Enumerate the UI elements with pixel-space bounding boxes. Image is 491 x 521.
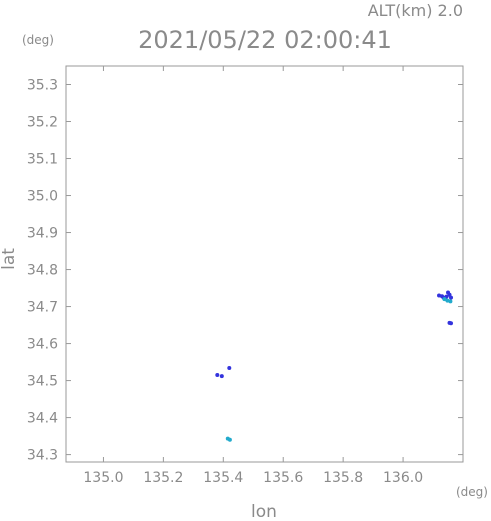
data-point	[437, 293, 442, 298]
x-tick-label: 136.0	[383, 470, 423, 486]
y-tick-label: 34.3	[27, 448, 58, 464]
data-point	[227, 437, 232, 442]
data-point	[219, 374, 224, 379]
x-tick-label: 135.6	[263, 470, 303, 486]
x-tick-label: 135.8	[323, 470, 363, 486]
x-tick-label: 135.0	[83, 470, 123, 486]
y-tick-label: 35.1	[27, 152, 58, 168]
chart-subtitle: ALT(km) 2.0	[368, 1, 463, 20]
y-tick-label: 34.5	[27, 374, 58, 390]
data-point	[227, 365, 232, 370]
x-tick-label: 135.4	[203, 470, 243, 486]
data-point	[442, 297, 447, 302]
y-tick-label: 35.0	[27, 189, 58, 205]
y-tick-label: 35.2	[27, 115, 58, 131]
chart-title: 2021/05/22 02:00:41	[138, 26, 392, 54]
x-tick-label: 135.2	[143, 470, 183, 486]
data-point	[449, 295, 454, 300]
y-tick-label: 34.9	[27, 226, 58, 242]
data-point	[215, 373, 220, 378]
y-tick-label: 34.6	[27, 337, 58, 353]
y-tick-label: 34.8	[27, 263, 58, 279]
plot-frame	[65, 65, 464, 463]
y-tick-label: 34.7	[27, 300, 58, 316]
data-points	[215, 290, 454, 442]
x-axis-label: lon	[251, 502, 277, 521]
data-point	[447, 292, 452, 297]
x-unit-label: (deg)	[456, 485, 488, 499]
data-point	[449, 321, 454, 326]
ticks: 34.3 34.4 34.5 34.6 34.7 34.8 34.9 35.0 35.1 35.2…	[27, 66, 463, 486]
y-unit-label: (deg)	[22, 33, 54, 47]
y-axis-label: lat	[0, 248, 19, 270]
y-tick-label: 35.3	[27, 78, 58, 94]
data-point	[448, 299, 453, 304]
data-point	[445, 298, 450, 303]
y-tick-label: 34.4	[27, 411, 58, 427]
